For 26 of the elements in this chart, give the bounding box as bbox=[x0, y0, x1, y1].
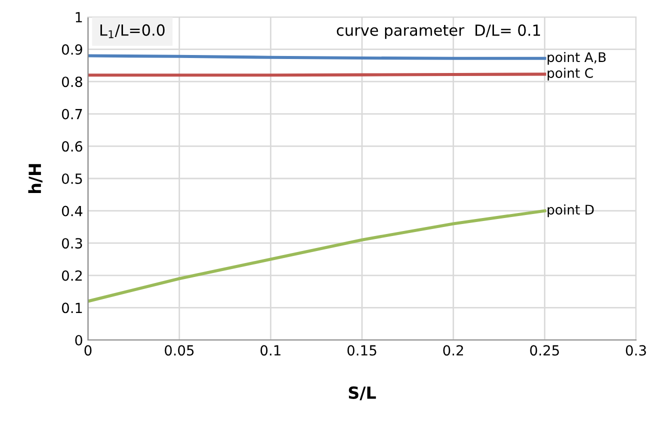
y-axis-title: h/H bbox=[28, 164, 42, 194]
y-tick-label: 0.7 bbox=[62, 108, 82, 120]
x-tick-label: 0.25 bbox=[530, 345, 559, 356]
series-label: point A,B bbox=[548, 52, 606, 65]
x-tick-label: 0.05 bbox=[164, 345, 194, 356]
x-tick-label: 0.1 bbox=[260, 345, 280, 356]
y-tick-label: 0 bbox=[75, 334, 82, 346]
x-tick-label: 0.3 bbox=[626, 345, 646, 356]
y-tick-label: 0.8 bbox=[62, 76, 82, 88]
y-tick-label: 0.2 bbox=[62, 270, 82, 281]
line-series bbox=[88, 209, 546, 303]
x-tick-label: 0 bbox=[84, 345, 92, 356]
series-label: point C bbox=[548, 68, 593, 81]
series-label: point D bbox=[548, 204, 594, 218]
annotation: curve parameter D/L= 0.1 bbox=[336, 24, 540, 39]
y-tick-label: 0.4 bbox=[62, 206, 82, 216]
x-tick-label: 0.15 bbox=[347, 345, 376, 356]
y-tick-label: 0.1 bbox=[62, 302, 82, 314]
x-axis-title: S/L bbox=[348, 386, 376, 400]
y-tick-label: 1 bbox=[76, 12, 82, 22]
y-tick-label: 0.5 bbox=[62, 173, 82, 184]
x-tick-label: 0.2 bbox=[443, 345, 463, 356]
y-tick-label: 0.3 bbox=[62, 238, 82, 249]
annotation: L$_{1}$/L=0.0 bbox=[100, 24, 165, 38]
y-tick-label: 0.6 bbox=[62, 141, 82, 152]
y-tick-label: 0.9 bbox=[62, 44, 82, 55]
